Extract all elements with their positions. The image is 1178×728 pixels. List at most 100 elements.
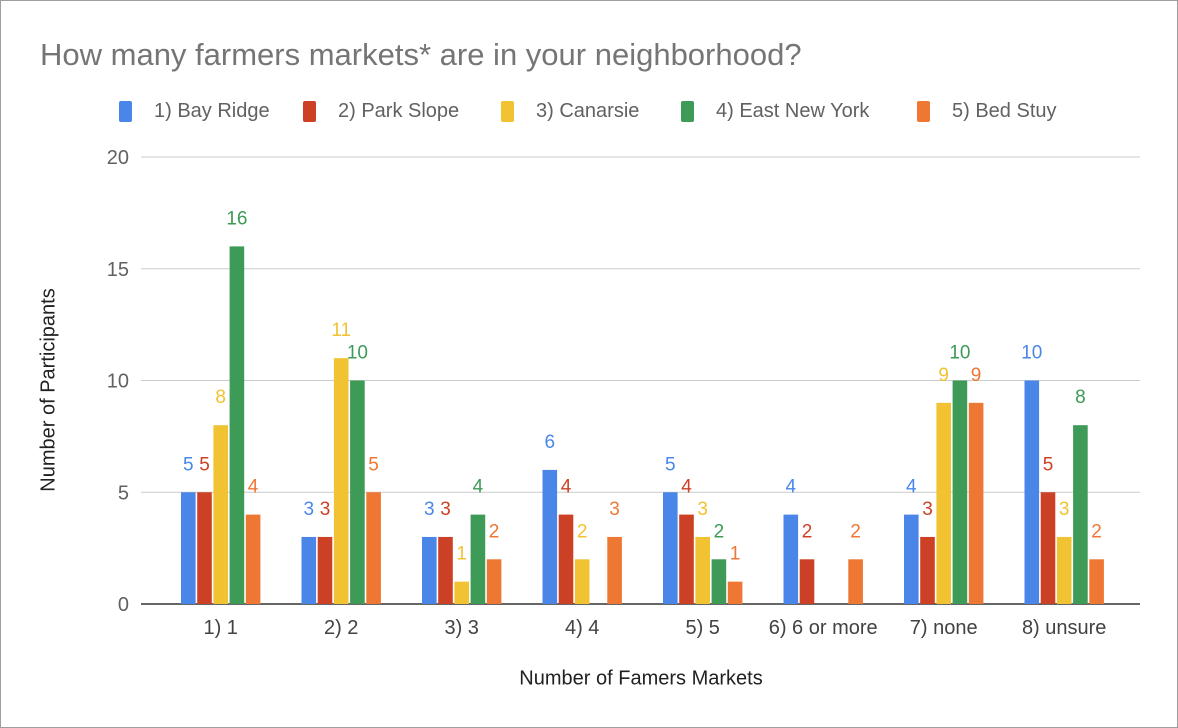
data-label: 2 [489, 521, 500, 542]
bar [454, 581, 469, 604]
bar [1089, 559, 1104, 604]
data-label: 4 [561, 477, 572, 498]
bar [301, 536, 317, 604]
data-label: 3 [609, 499, 620, 520]
bar [470, 514, 486, 604]
bar [663, 492, 678, 604]
data-label: 5 [665, 454, 676, 475]
legend-swatch [501, 100, 514, 122]
bar [711, 559, 727, 604]
y-tick-label: 0 [118, 594, 129, 616]
chart-title: How many farmers markets* are in your ne… [40, 37, 802, 72]
data-label: 2 [1091, 521, 1102, 542]
bar [904, 514, 919, 604]
legend-label: 2) Park Slope [338, 99, 460, 122]
bar [695, 536, 710, 604]
data-label: 6 [545, 432, 556, 453]
bar [245, 514, 261, 604]
legend-swatch [681, 100, 694, 122]
data-label: 8 [215, 387, 226, 408]
bar [952, 380, 968, 604]
bar [727, 581, 743, 604]
x-tick-label: 7) none [910, 617, 978, 639]
data-label: 5 [199, 454, 210, 475]
y-tick-label: 5 [118, 482, 129, 504]
bar [542, 469, 558, 604]
data-label: 4 [786, 477, 797, 498]
x-tick-label: 8) unsure [1022, 617, 1107, 639]
data-label: 5 [183, 454, 194, 475]
bar [213, 425, 228, 604]
bar [229, 246, 245, 604]
legend-swatch [917, 100, 930, 122]
data-label: 3 [320, 499, 331, 520]
x-tick-label: 2) 2 [324, 617, 358, 639]
legend-item: 3) Canarsie [501, 96, 639, 126]
data-label: 3 [1059, 499, 1070, 520]
bar [558, 514, 574, 604]
bar [1040, 492, 1056, 604]
bar [783, 514, 799, 604]
legend-swatch [303, 100, 316, 122]
legend: 1) Bay Ridge 2) Park Slope 3) Canarsie 4) E… [1, 96, 1177, 126]
x-tick-label: 1) 1 [203, 617, 237, 639]
bar [848, 559, 863, 604]
y-axis-title: Number of Participants [37, 288, 60, 492]
y-tick-label: 10 [107, 371, 129, 393]
bar [1073, 425, 1088, 604]
x-tick-label: 4) 4 [565, 617, 599, 639]
bar [317, 536, 333, 604]
data-label: 5 [368, 454, 379, 475]
data-label: 5 [1043, 454, 1054, 475]
data-label: 10 [347, 343, 368, 364]
data-label: 11 [331, 320, 351, 341]
x-tick-label: 6) 6 or more [769, 617, 878, 639]
data-label: 4 [473, 477, 484, 498]
bar [366, 492, 381, 604]
data-label: 2 [802, 521, 813, 542]
data-label: 10 [949, 343, 970, 364]
bar [574, 559, 590, 604]
bar [197, 492, 212, 604]
bar [968, 402, 984, 604]
x-axis-title: Number of Famers Markets [519, 667, 763, 690]
data-label: 3 [922, 499, 933, 520]
data-label: 3 [440, 499, 451, 520]
data-label: 9 [971, 365, 982, 386]
legend-label: 3) Canarsie [536, 99, 640, 122]
bar [920, 536, 935, 604]
legend-swatch [119, 100, 132, 122]
bar [422, 536, 437, 604]
legend-label: 1) Bay Ridge [154, 99, 270, 122]
bar [799, 559, 815, 604]
bar [486, 559, 502, 604]
bar [438, 536, 453, 604]
bar [333, 358, 349, 604]
y-tick-label: 15 [107, 259, 129, 281]
data-label: 3 [304, 499, 315, 520]
data-label: 1 [456, 544, 467, 565]
bar [1024, 380, 1040, 604]
legend-label: 4) East New York [716, 99, 870, 122]
y-tick-label: 20 [107, 147, 129, 169]
data-label: 16 [226, 208, 247, 229]
bar [679, 514, 694, 604]
bar [936, 402, 951, 604]
x-tick-label: 5) 5 [685, 617, 719, 639]
bar [1056, 536, 1072, 604]
data-label: 3 [424, 499, 435, 520]
data-label: 3 [697, 499, 708, 520]
legend-item: 4) East New York [681, 96, 869, 126]
data-label: 4 [248, 477, 259, 498]
legend-label: 5) Bed Stuy [952, 99, 1057, 122]
data-label: 1 [730, 544, 741, 565]
legend-item: 1) Bay Ridge [119, 96, 270, 126]
x-tick-label: 3) 3 [444, 617, 478, 639]
data-label: 8 [1075, 387, 1086, 408]
data-label: 10 [1021, 343, 1042, 364]
data-label: 9 [938, 365, 949, 386]
bar [607, 536, 622, 604]
bar [350, 380, 365, 604]
